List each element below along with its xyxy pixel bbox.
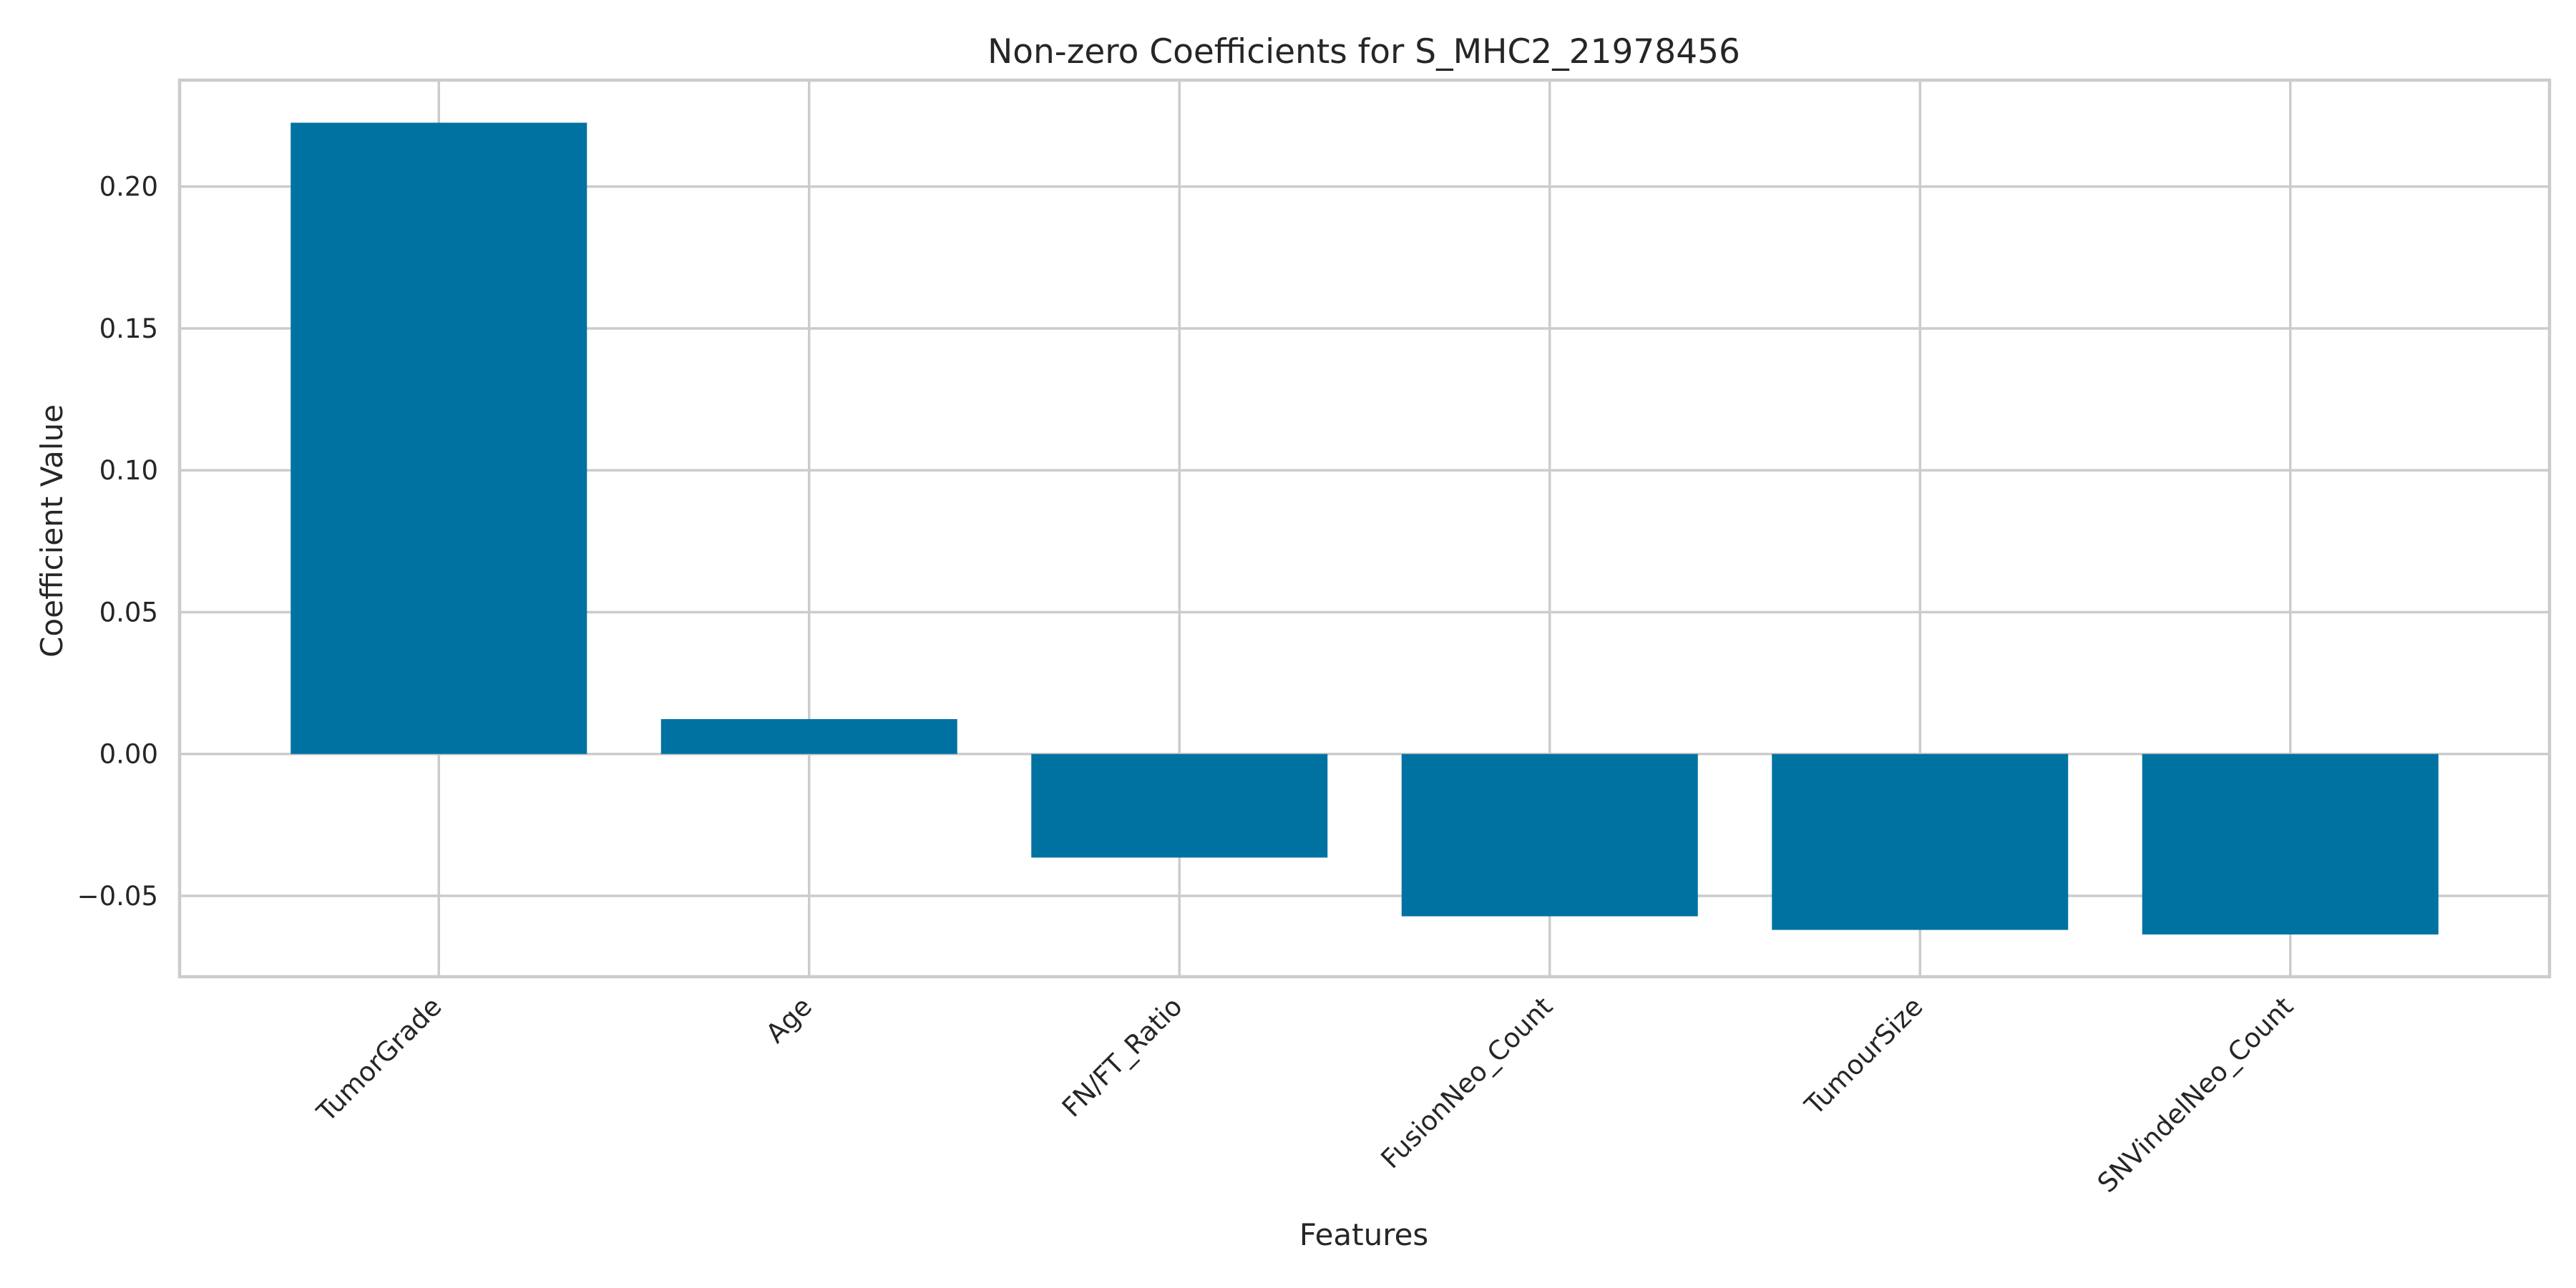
y-tick-label: 0.10 [99, 455, 158, 486]
bar [2142, 753, 2439, 935]
bar [1401, 753, 1698, 917]
y-tick-label: 0.05 [99, 597, 158, 628]
y-tick-label: 0.15 [99, 313, 158, 344]
plot-frame [177, 78, 2552, 979]
y-tick-label: 0.20 [99, 172, 158, 203]
y-tick-label: −0.05 [77, 881, 158, 912]
y-tick-labels: −0.05 0.00 0.05 0.10 0.15 0.20 [77, 172, 158, 912]
y-tick-label: 0.00 [99, 739, 158, 770]
x-axis-title: Features [1299, 1217, 1429, 1252]
bars [291, 122, 2439, 935]
bar [1031, 753, 1328, 858]
bar [291, 122, 587, 754]
chart-title: Non-zero Coefficients for S_MHC2_2197845… [987, 32, 1740, 72]
bar [660, 718, 957, 754]
y-axis-title: Coefficient Value [34, 404, 69, 658]
bar [1772, 753, 2069, 930]
